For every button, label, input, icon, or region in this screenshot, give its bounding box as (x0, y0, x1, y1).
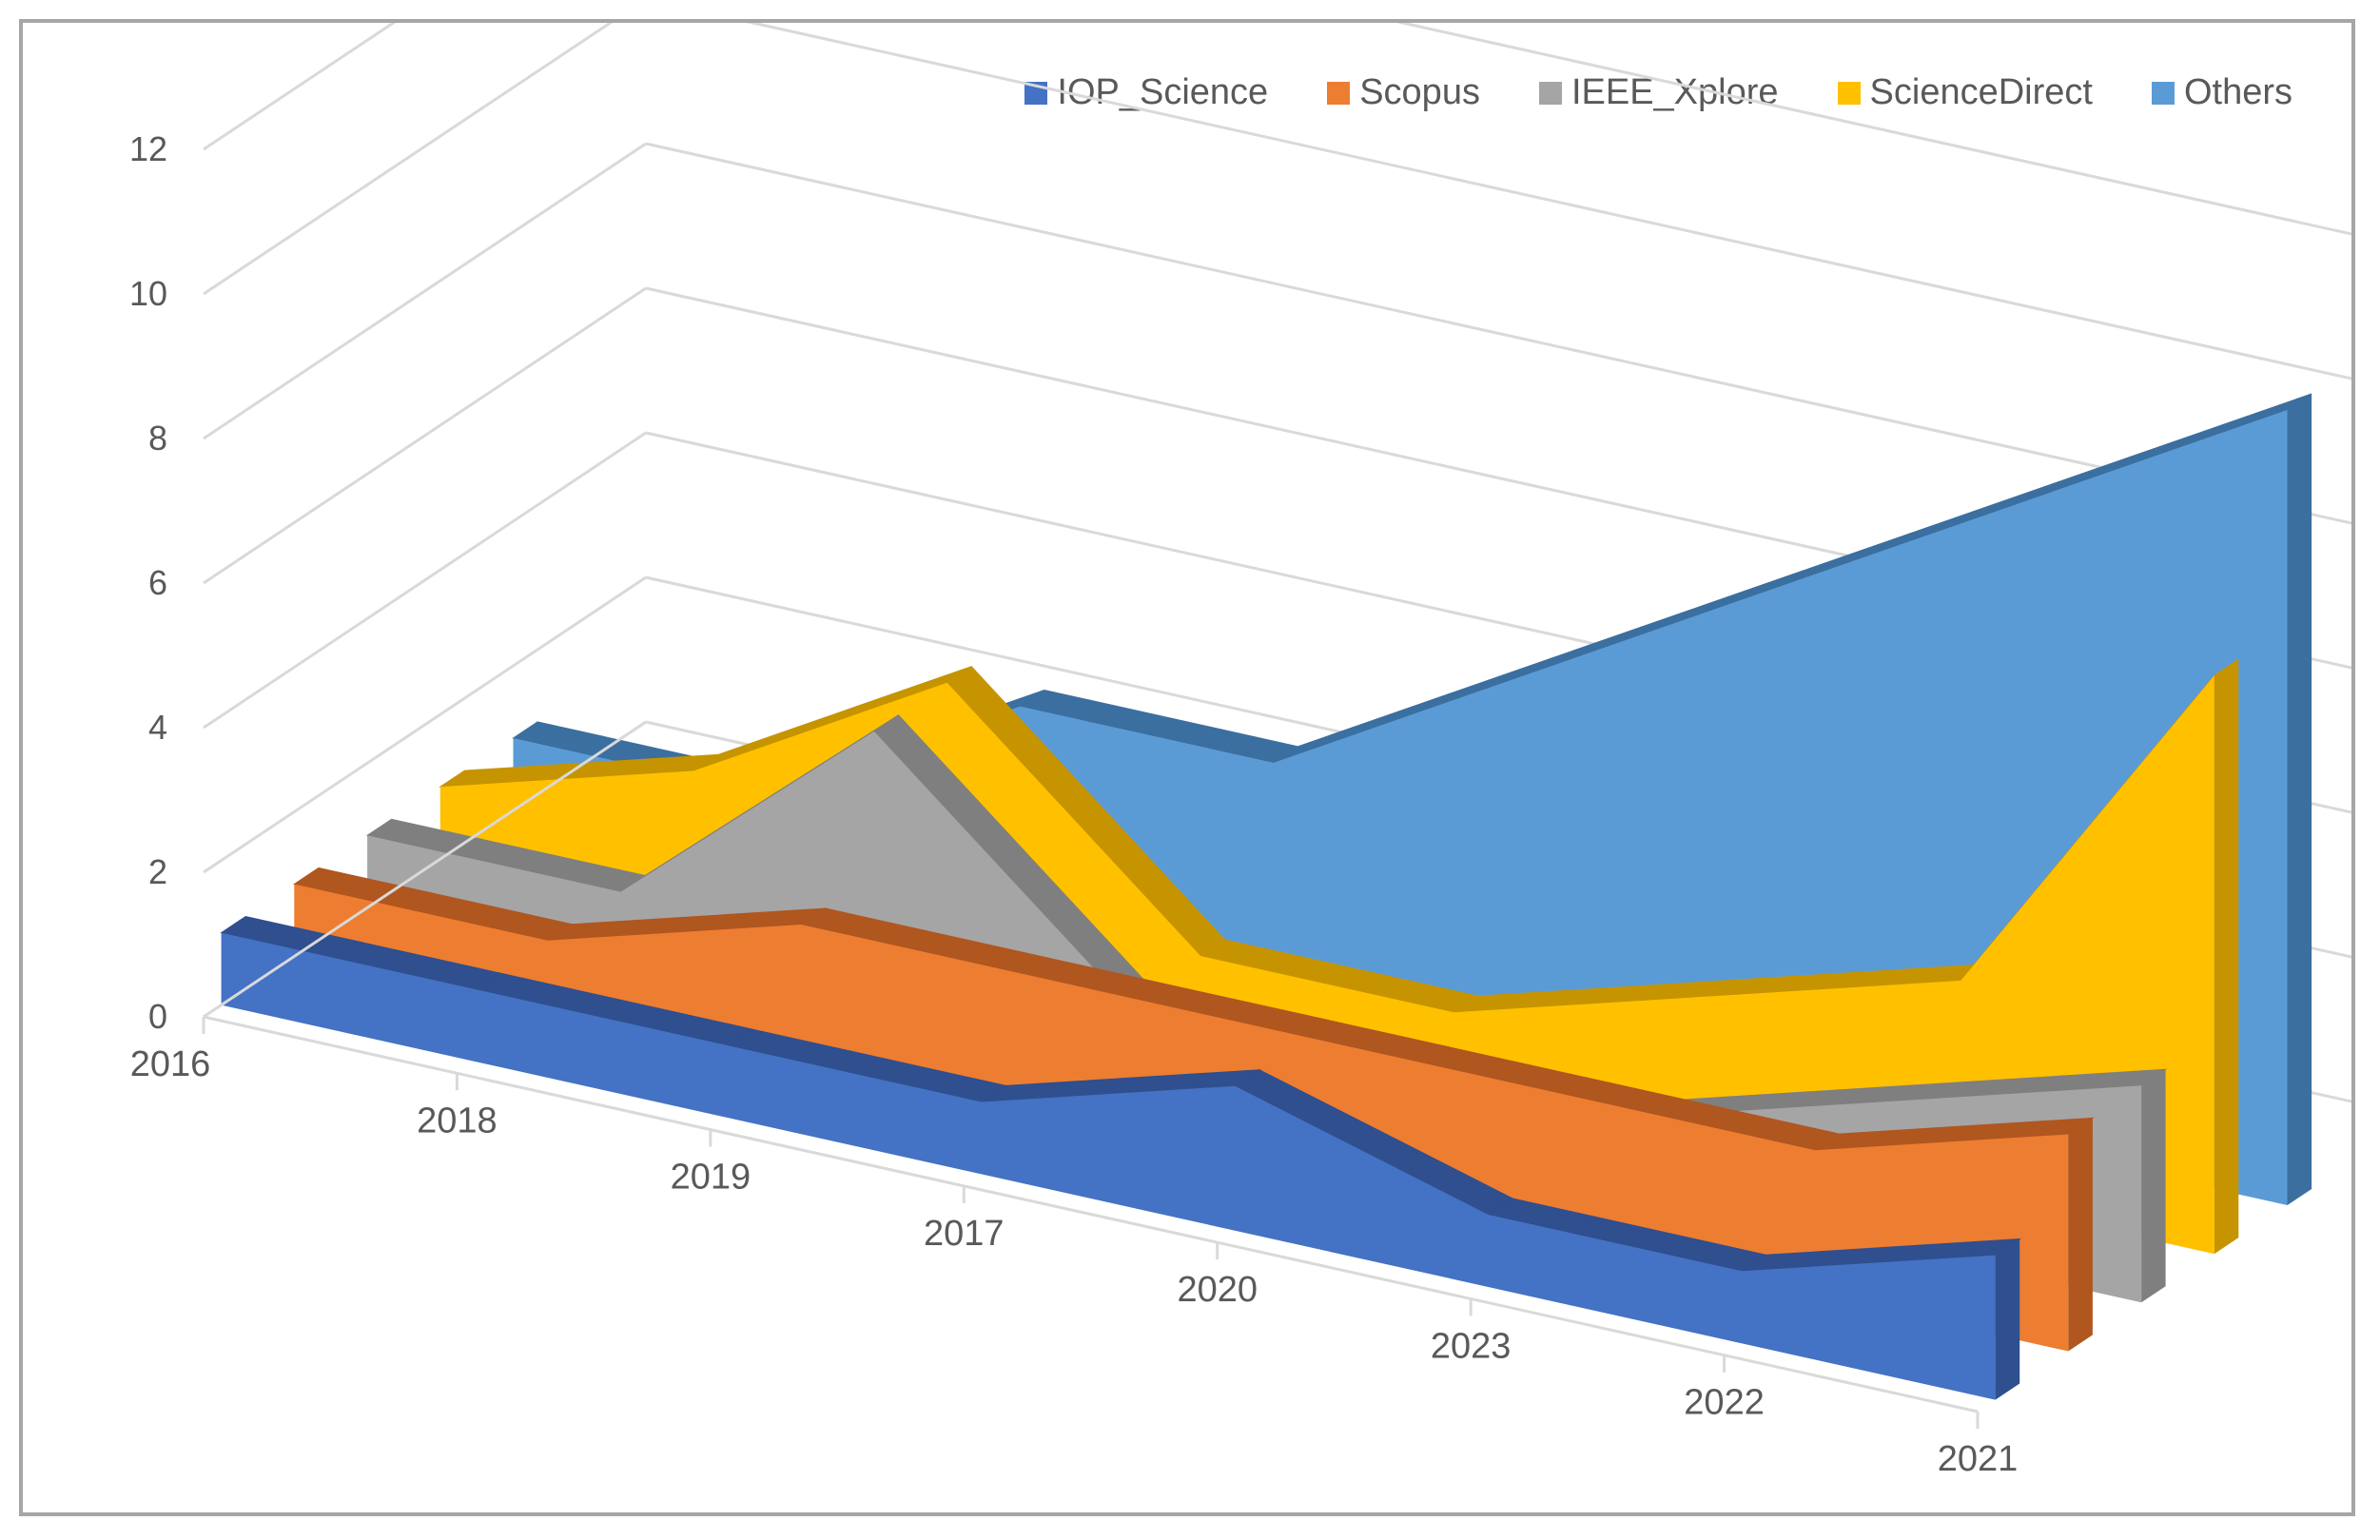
gridline-left (203, 431, 647, 730)
legend-label: Scopus (1359, 72, 1480, 112)
legend: IOP_Science Scopus IEEE_Xplore ScienceDirec… (1024, 72, 2292, 113)
legend-swatch (1538, 81, 1562, 105)
legend-item-ieee-xplore: IEEE_Xplore (1538, 72, 1779, 113)
depth-axis (203, 720, 647, 1019)
legend-label: IEEE_Xplore (1570, 72, 1779, 112)
gridline-back (746, 23, 2351, 380)
chart-frame: IOP_Science Scopus IEEE_Xplore ScienceDirec… (19, 19, 2355, 1516)
y-tick-label: 4 (148, 708, 167, 747)
area-end-ieee-xplore (2141, 1069, 2166, 1303)
legend-item-sciencedirect: ScienceDirect (1837, 72, 2093, 113)
gridline-left (203, 142, 647, 440)
legend-label: IOP_Science (1057, 72, 1269, 112)
legend-label: Others (2183, 72, 2292, 112)
x-tick-label: 2022 (1684, 1383, 1765, 1423)
y-tick-label: 12 (129, 129, 167, 168)
x-tick-label: 2016 (130, 1044, 211, 1084)
area-end-others (2287, 394, 2312, 1205)
area-chart-3d: 0 2 4 6 8 10 12 2016 2018 2019 2017 2020 2023 2022 202… (129, 23, 2351, 1479)
legend-swatch (1837, 81, 1861, 105)
x-tick-label: 2023 (1431, 1326, 1512, 1366)
x-tick-label: 2019 (671, 1158, 751, 1198)
legend-item-iop-science: IOP_Science (1024, 72, 1268, 113)
x-tick-label: 2017 (924, 1214, 1005, 1254)
y-tick-label: 6 (148, 563, 167, 602)
y-tick-label: 10 (129, 274, 167, 313)
legend-item-others: Others (2151, 72, 2292, 113)
gridline-left (203, 23, 397, 151)
legend-item-scopus: Scopus (1327, 72, 1480, 113)
y-tick-label: 0 (148, 997, 167, 1036)
legend-swatch (2151, 81, 2175, 105)
y-tick-label: 8 (148, 419, 167, 458)
gridline-left (203, 575, 647, 874)
legend-swatch (1327, 81, 1351, 105)
x-tick-label: 2020 (1177, 1270, 1258, 1310)
area-series-iop-science (221, 932, 1996, 1400)
y-tick-label: 2 (148, 852, 167, 891)
gridline-back (1395, 23, 2351, 236)
area-end-scopus (2068, 1118, 2093, 1352)
x-tick-label: 2018 (417, 1101, 497, 1140)
gridline-left (203, 23, 614, 296)
area-end-iop-science (1995, 1238, 2020, 1400)
x-axis (203, 1015, 1979, 1413)
x-tick-label: 2021 (1938, 1439, 2019, 1479)
area-end-sciencedirect (2214, 659, 2239, 1255)
legend-label: ScienceDirect (1869, 72, 2093, 112)
gridline-left (203, 286, 647, 585)
